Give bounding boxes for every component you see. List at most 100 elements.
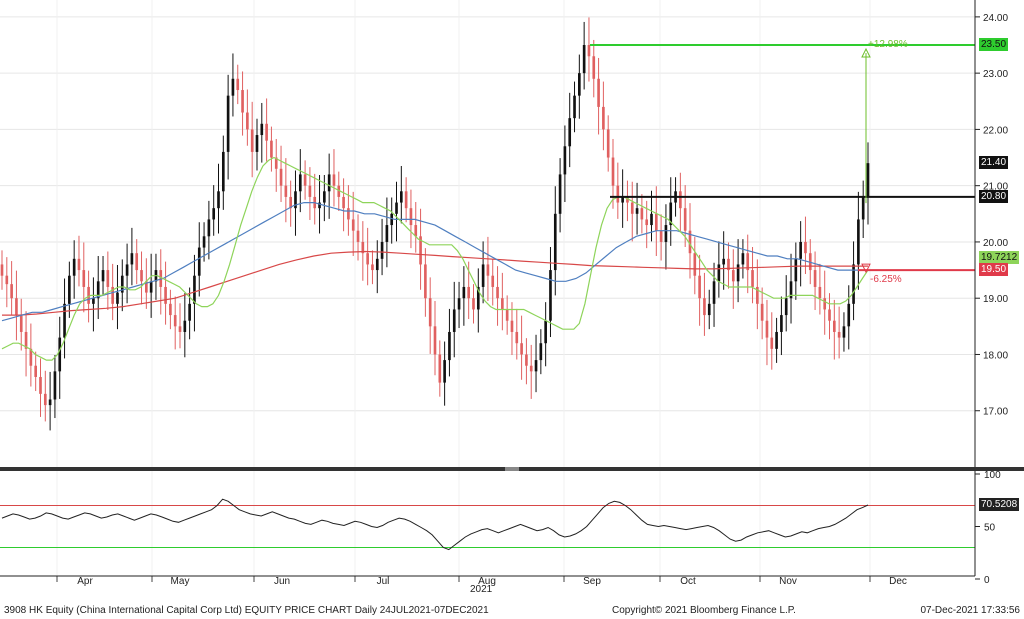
candle-body [116,292,119,304]
candle-body [347,208,350,220]
security-description: 3908 HK Equity (China International Capi… [4,605,489,616]
candle-body [371,264,374,271]
candle-body [111,286,114,304]
candle-body [178,326,182,332]
moving-average-mid [1,202,868,322]
candle-body [294,191,297,209]
candle-body [578,73,581,96]
candle-body [34,365,38,377]
candle-body [823,298,827,310]
candle-body [808,253,812,271]
candle-body [659,230,663,242]
candle-body [433,326,437,355]
price-flag-19-50: 19.50 [979,263,1009,277]
candle-body [375,258,379,271]
x-tick-label: May [171,576,190,587]
candle-body [332,174,336,186]
candle-body [448,331,451,361]
candle-body [635,208,639,214]
candle-body [29,348,33,366]
candle-body [818,286,822,299]
price-flag-19-7212: 19.7212 [979,250,1020,264]
candle-body [707,303,711,316]
up-arrow-head [861,47,871,58]
candle-body [130,253,134,265]
candle-body [274,157,278,169]
candle-body [351,219,355,231]
candle-body [654,213,658,231]
candle-body [760,303,764,321]
moving-average-long [2,250,868,316]
candle-body [327,174,331,192]
candle-body [852,264,855,304]
candle-body [409,208,413,226]
candle-body [414,225,418,237]
rsi-tick-label: 50 [984,523,996,534]
candle-body [323,191,326,203]
rsi-tick-label: 100 [984,470,1001,481]
y-tick-label: 21.00 [983,182,1008,193]
candle-body [842,326,846,338]
candle-body [592,56,596,79]
candle-body [255,135,259,152]
candle-body [284,185,288,197]
candle-body [626,196,629,203]
candle-body [246,112,249,130]
candle-body [794,258,798,282]
candle-body [857,219,860,265]
candle-body [534,360,538,372]
candle-body [169,303,172,316]
candle-body [751,270,754,287]
candle-body [736,264,740,282]
candle-body [491,275,495,287]
price-flag-21-40: 21.40 [979,156,1009,170]
candle-body [731,270,735,282]
candle-body [866,163,870,197]
candle-body [318,202,321,209]
candle-body [77,258,81,271]
panel-resize-handle[interactable] [505,467,519,471]
candle-body [727,258,730,271]
candle-body [5,275,9,285]
candle-body [82,270,86,287]
candle-body [390,213,394,226]
candle-body [722,258,725,265]
candle-body [467,286,471,299]
axes: 24.00 23.00 22.00 21.00 20.00 19.00 18.00 17.00… [0,0,1008,587]
candle-body [515,331,519,344]
candle-body [746,253,750,271]
candle-body [452,309,456,332]
candle-body [645,219,649,226]
candle-body [476,286,480,310]
candle-body [15,298,18,316]
timestamp: 07-Dec-2021 17:33:56 [920,605,1020,616]
candle-body [10,284,13,299]
candle-body [496,286,499,299]
up-percent-label: +12.98% [868,39,908,50]
candle-body [356,230,360,242]
price-levels [590,44,975,274]
candle-body [135,253,139,271]
candle-body [799,241,802,259]
candle-body [703,298,706,316]
candle-body [813,270,817,287]
candle-body [804,241,807,254]
x-tick-label: Dec [889,576,907,587]
candle-body [457,298,461,310]
candle-body [712,281,716,304]
y-tick-label: 23.00 [983,69,1008,80]
candle-body [640,208,644,220]
chart-footer: 3908 HK Equity (China International Capi… [0,602,1024,619]
candle-body [568,118,572,147]
candle-body [698,275,701,299]
candle-body [140,270,143,282]
x-tick-label: Jun [274,576,290,587]
price-flag-20-80: 20.80 [979,189,1009,203]
candle-body [558,174,562,214]
moving-average-series [1,156,869,361]
candle-body [847,303,851,327]
price-flag-23-50: 23.50 [979,38,1009,51]
candle-body [573,95,576,119]
candle-body [125,264,129,276]
candle-body [145,281,148,293]
